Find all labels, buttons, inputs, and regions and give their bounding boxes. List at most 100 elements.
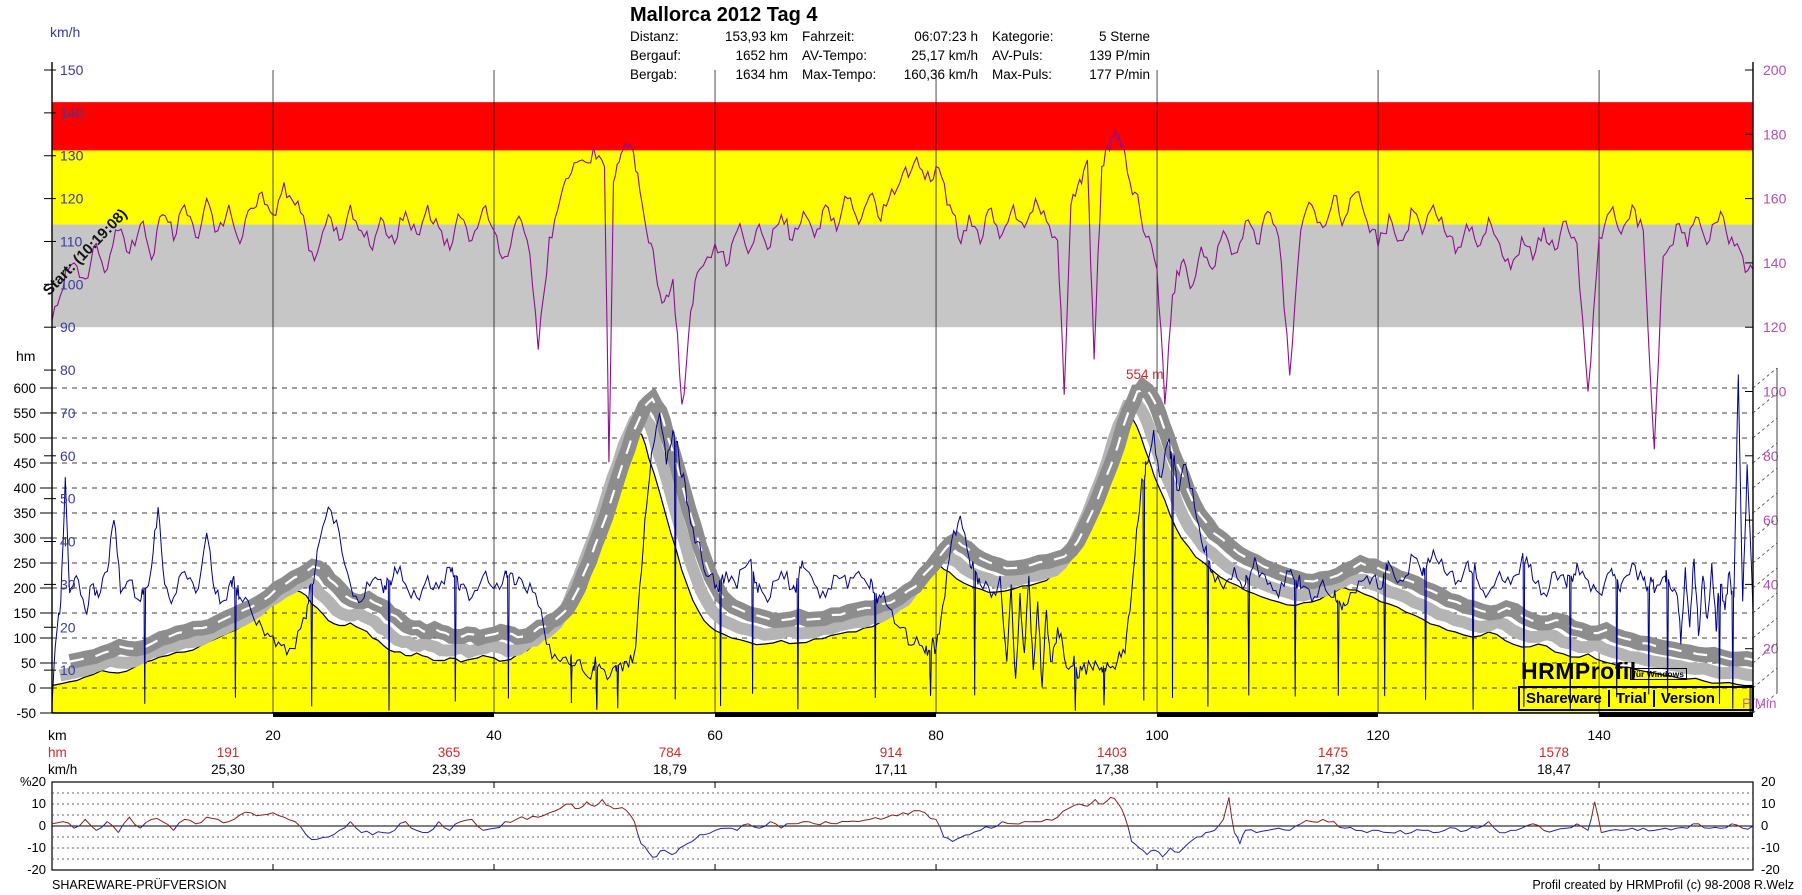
gradient-line-segment [355, 823, 401, 836]
heart-rate-line [52, 129, 1753, 463]
km-tick-label: 60 [707, 727, 723, 743]
speed-tick-label: 30 [60, 576, 76, 592]
stat-value: 1634 hm [735, 67, 788, 82]
gradient-tick-right: 20 [1761, 774, 1775, 789]
pulse-zone-band [52, 102, 1753, 151]
3d-hatch-line [1752, 567, 1778, 589]
speed-tick-label: 40 [60, 534, 76, 550]
3d-hatch-line [1752, 492, 1778, 514]
gradient-tick-right: -20 [1761, 862, 1780, 877]
road-center-stripe [69, 385, 1753, 663]
gradient-line-segment [1590, 801, 1602, 833]
stat-label: Distanz: [630, 29, 679, 44]
km-tick-label: 40 [486, 727, 502, 743]
speed-tick-label: 60 [60, 448, 76, 464]
distance-scale-bar [1599, 712, 1753, 717]
stat-value: 177 P/min [1089, 67, 1150, 82]
shareware-footer-note: SHAREWARE-PRÜFVERSION [52, 878, 227, 892]
speed-tick-label: 20 [60, 619, 76, 635]
elevation-tick-label: 450 [13, 456, 36, 471]
stat-label: Max-Tempo: [802, 67, 877, 82]
segment-climb-value: 1403 [1097, 745, 1127, 760]
gradient-line-segment [1601, 823, 1694, 834]
gradient-line-segment [173, 822, 180, 831]
segment-speed-value: 18,79 [653, 762, 687, 777]
stat-label: Fahrzeit: [802, 29, 855, 44]
segment-climb-value: 914 [880, 745, 903, 760]
stat-value: 160,36 km/h [903, 67, 978, 82]
stat-label: AV-Puls: [992, 48, 1043, 63]
gradient-line-segment [742, 823, 754, 828]
gradient-tick-right: 10 [1761, 796, 1775, 811]
3d-hatch-line [1752, 517, 1778, 539]
speed-tick-label: 150 [60, 62, 84, 78]
3d-hatch-line [1752, 592, 1778, 614]
gradient-line-segment [455, 818, 484, 831]
3d-hatch-line [1752, 417, 1778, 439]
gradient-tick-left: 10 [32, 796, 46, 811]
distance-scale-bar [715, 712, 937, 717]
gradient-line-segment [1002, 796, 1129, 829]
gradient-tick-left: -10 [27, 840, 46, 855]
3d-hatch-line [1752, 542, 1778, 564]
3d-hatch-line [1752, 642, 1778, 664]
gradient-line-segment [482, 821, 506, 831]
hm-row-label: hm [48, 745, 67, 760]
segment-climb-value: 784 [659, 745, 682, 760]
stats-column-pulse: Kategorie: 5 Sterne AV-Puls: 139 P/min Max… [992, 27, 1150, 84]
segment-speed-value: 17,38 [1095, 762, 1129, 777]
gradient-line-segment [95, 821, 108, 831]
elevation-tick-label: 0 [28, 681, 36, 696]
gradient-line-segment [1731, 823, 1743, 829]
gradient-line-segment [1488, 821, 1495, 829]
elevation-area [52, 410, 1753, 713]
gradient-line-segment [106, 821, 119, 833]
speed-axis-title: km/h [50, 24, 81, 40]
segment-speed-value: 17,32 [1316, 762, 1350, 777]
distance-scale-bar [1157, 712, 1379, 717]
segment-speed-value: 18,47 [1537, 762, 1571, 777]
stat-value: 139 P/min [1089, 48, 1150, 63]
speed-tick-label: 110 [60, 233, 83, 249]
pulse-tick-label: 20 [1763, 641, 1779, 657]
gradient-tick-left: -20 [27, 862, 46, 877]
watermark-word: Version [1660, 690, 1715, 707]
gradient-line-segment [410, 821, 440, 834]
gradient-line-segment [117, 823, 125, 833]
gradient-line-segment [753, 821, 771, 829]
copyright-footer-note: Profil created by HRMProfil (c) 98-2008 … [1532, 878, 1794, 892]
watermark-subtitle: für Windows [1630, 668, 1687, 680]
ride-stats: Distanz: 153,93 km Bergauf: 1652 hm Bergab… [630, 27, 1150, 84]
stat-label: Max-Puls: [992, 67, 1053, 82]
elevation-tick-label: 600 [13, 381, 36, 396]
elevation-tick-label: 300 [13, 531, 36, 546]
gradient-tick-right: -10 [1761, 840, 1780, 855]
gradient-line-segment [1543, 823, 1578, 833]
segment-speed-value: 25,30 [211, 762, 245, 777]
elevation-axis-title: hm [16, 348, 36, 364]
pulse-tick-label: 80 [1763, 448, 1779, 464]
distance-summary-rows: km hm km/h 20 191 25,30 40 365 23,39 60 784 18,79 80… [48, 727, 1611, 777]
gradient-line-segment [1576, 823, 1583, 828]
stat-value: 5 Sterne [1098, 29, 1150, 44]
gradient-line-segment [438, 821, 445, 829]
segment-speed-value: 17,11 [875, 762, 908, 777]
3d-hatch-line [1752, 692, 1778, 714]
segment-climb-value: 365 [438, 745, 461, 760]
page-title: Mallorca 2012 Tag 4 [630, 4, 818, 26]
speed-tick-label: 80 [60, 362, 76, 378]
pulse-tick-label: 160 [1763, 191, 1787, 207]
gradient-line-segment [637, 824, 744, 858]
main-plot-area [52, 70, 1753, 713]
watermark-logo: HRMProfil [1521, 658, 1637, 684]
pulse-tick-label: 40 [1763, 576, 1779, 592]
elevation-tick-label: 50 [21, 656, 36, 671]
elevation-tick-label: 350 [13, 506, 36, 521]
gradient-line-segment [300, 821, 351, 841]
gradient-line-segment [1300, 818, 1340, 828]
gradient-tick-left: 0 [39, 818, 46, 833]
gradient-line-segment [140, 822, 147, 829]
elevation-tick-label: -50 [16, 706, 36, 721]
elevation-tick-label: 100 [13, 631, 36, 646]
gradient-line-segment [1339, 821, 1489, 835]
